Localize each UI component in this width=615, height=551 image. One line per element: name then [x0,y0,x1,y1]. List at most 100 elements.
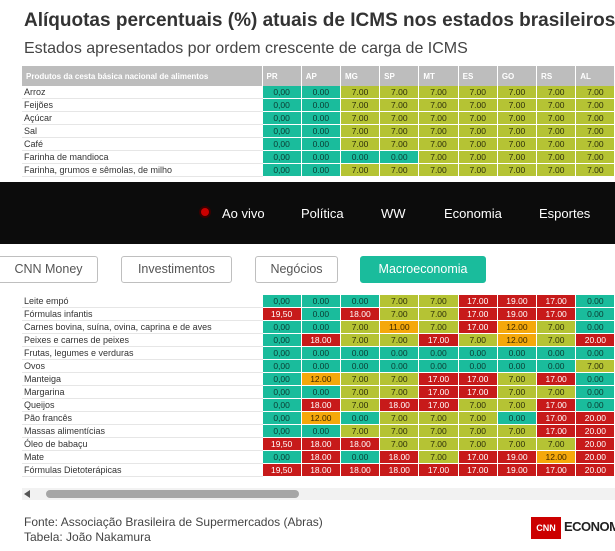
rate-cell: 17.00 [458,464,498,477]
rate-cell: 7.00 [380,412,420,425]
rate-cell: 11.00 [380,321,420,334]
rate-cell: 7.00 [458,399,498,412]
table-row: Farinha, grumos e sêmolas, de milho 0,00 0… [22,164,615,177]
rate-cell: 0.00 [380,360,420,373]
table-row: Fórmulas Dietoterápicas 19,50 18.00 18.00 18… [22,464,615,477]
rate-cell: 7.00 [380,295,420,308]
rate-cell: 0.00 [301,425,341,438]
rate-cell: 7.00 [340,334,381,347]
rate-cell: 0.00 [301,321,341,334]
rate-cell: 17.00 [458,386,498,399]
table-row: Frutas, legumes e verduras 0,00 0.00 0.00 0.… [22,347,615,360]
nav-ww[interactable]: WW [381,206,406,221]
rate-cell: 7.00 [537,151,577,164]
rate-cell: 7.00 [458,425,498,438]
rate-cell: 7.00 [340,386,381,399]
rate-cell: 0.00 [301,347,341,360]
rate-cell: 7.00 [497,138,538,151]
rate-cell: 17.00 [537,373,577,386]
rate-cell: 20.00 [576,334,615,347]
rate-cell: 19.00 [497,295,538,308]
rate-cell: 0.00 [301,125,341,138]
rate-cell: 0.00 [340,451,381,464]
nav-live[interactable]: Ao vivo [222,206,265,221]
table-row: Feijões 0,00 0.00 7.00 7.00 7.00 7.00 7.00 7.00 7… [22,99,615,112]
rate-cell: 18.00 [301,399,341,412]
row-label: Arroz [22,86,263,99]
live-indicator-icon [201,208,209,216]
rate-cell: 7.00 [380,99,420,112]
rate-cell: 0,00 [262,295,302,308]
rate-cell: 0,00 [262,334,302,347]
rate-cell: 7.00 [340,321,381,334]
rate-cell: 19,50 [262,438,302,451]
rate-cell: 7.00 [340,373,381,386]
rate-cell: 20.00 [576,425,615,438]
rate-cell: 0.00 [301,360,341,373]
nav-politica[interactable]: Política [301,206,344,221]
rate-cell: 18.00 [380,464,420,477]
rate-cell: 0.00 [301,99,341,112]
column-header-state: RS [537,66,577,86]
rate-cell: 7.00 [458,86,498,99]
rate-cell: 7.00 [419,412,459,425]
table-row: Farinha de mandioca 0,00 0.00 0.00 0.00 7.00 7… [22,151,615,164]
rate-cell: 12.00 [537,451,577,464]
rate-cell: 7.00 [497,399,538,412]
rate-cell: 7.00 [458,164,498,177]
rate-cell: 0.00 [576,399,615,412]
nav-esportes[interactable]: Esportes [539,206,591,221]
rate-cell: 7.00 [380,112,420,125]
tab-negocios[interactable]: Negócios [255,256,338,283]
rate-cell: 7.00 [458,138,498,151]
rate-cell: 17.00 [537,425,577,438]
rate-cell: 12.00 [301,412,341,425]
rate-cell: 0.00 [301,164,341,177]
row-label: Carnes bovina, suína, ovina, caprina e d… [22,321,263,334]
rate-cell: 17.00 [537,412,577,425]
rate-cell: 17.00 [458,451,498,464]
cnn-logo: CNN [531,517,561,539]
tab-cnn-money[interactable]: CNN Money [0,256,98,283]
rate-cell: 7.00 [497,164,538,177]
scrollbar-thumb[interactable] [46,490,299,498]
row-label: Farinha, grumos e sêmolas, de milho [22,164,263,177]
rate-cell: 18.00 [301,334,341,347]
table-credit: Tabela: João Nakamura [24,530,151,544]
tab-investimentos[interactable]: Investimentos [121,256,232,283]
rate-cell: 7.00 [458,112,498,125]
rate-cell: 20.00 [576,412,615,425]
rate-cell: 17.00 [458,373,498,386]
scroll-left-arrow-icon[interactable] [24,490,30,498]
row-label: Leite empó [22,295,263,308]
rate-cell: 0,00 [262,125,302,138]
rate-cell: 0,00 [262,151,302,164]
rate-cell: 0.00 [301,386,341,399]
rate-cell: 7.00 [380,386,420,399]
rate-cell: 0.00 [537,360,577,373]
tab-macroeconomia[interactable]: Macroeconomia [360,256,486,283]
row-label: Açúcar [22,112,263,125]
rate-cell: 7.00 [497,386,538,399]
rate-cell: 19,50 [262,308,302,321]
column-header-state: GO [497,66,538,86]
table-row: Ovos 0,00 0.00 0.00 0.00 0.00 0.00 0.00 0.00 7.00 [22,360,615,373]
rate-cell: 0.00 [419,347,459,360]
table-row: Leite empó 0,00 0.00 0.00 7.00 7.00 17.00 19.00… [22,295,615,308]
rate-cell: 0.00 [301,138,341,151]
rate-cell: 0,00 [262,321,302,334]
nav-economia[interactable]: Economia [444,206,502,221]
rate-cell: 18.00 [301,464,341,477]
column-header-state: AP [301,66,341,86]
rate-cell: 0,00 [262,412,302,425]
rate-cell: 7.00 [458,412,498,425]
source-note: Fonte: Associação Brasileira de Supermer… [24,515,323,529]
icms-table-top: Produtos da cesta básica nacional de ali… [22,66,615,182]
rate-cell: 7.00 [340,99,381,112]
rate-cell: 7.00 [380,86,420,99]
icms-table-continued: Leite empó 0,00 0.00 0.00 7.00 7.00 17.00 19.00… [22,295,615,477]
row-label: Queijos [22,399,263,412]
rate-cell: 0.00 [458,347,498,360]
rate-cell: 12.00 [497,321,538,334]
table-row: Pão francês 0,00 12.00 0.00 7.00 7.00 7.00 0.00… [22,412,615,425]
